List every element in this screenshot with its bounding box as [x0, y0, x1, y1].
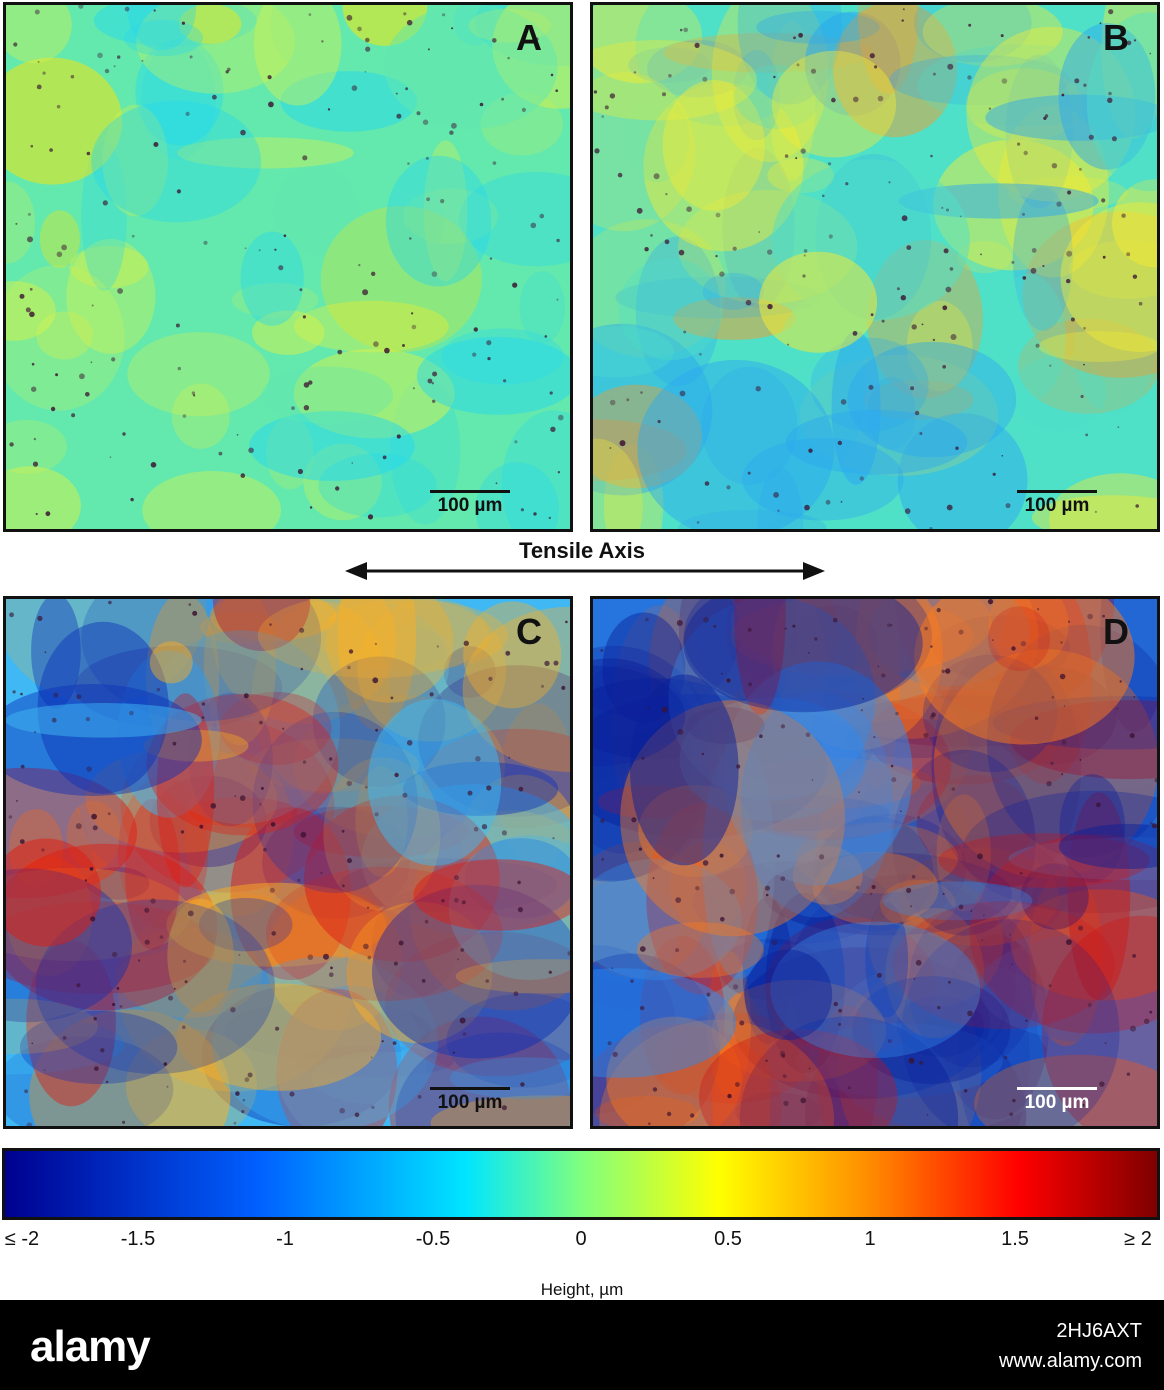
height-map-panel-d: D 100 µm — [590, 596, 1160, 1129]
height-map-panel-a: A 100 µm — [3, 2, 573, 532]
tensile-axis-title: Tensile Axis — [519, 538, 645, 563]
scale-bar: 100 µm — [430, 1087, 510, 1114]
height-map-image — [593, 5, 1157, 529]
panel-letter: D — [1103, 611, 1129, 652]
colorbar-tick: 0 — [575, 1228, 587, 1250]
colorbar-tick: ≤ -2 — [4, 1228, 40, 1250]
colorbar-tick: -1.5 — [120, 1228, 156, 1250]
colorbar-tick: -1 — [276, 1228, 294, 1250]
panel-letter: A — [516, 17, 542, 58]
colorbar-tick: 1 — [864, 1228, 876, 1250]
colorbar-tick: 1.5 — [1001, 1228, 1029, 1250]
panel-letter: B — [1103, 17, 1129, 58]
height-map-image — [593, 599, 1157, 1126]
scale-bar-label: 100 µm — [1024, 495, 1090, 516]
scale-bar-label: 100 µm — [437, 1092, 503, 1113]
scale-bar-label: 100 µm — [1024, 1092, 1090, 1113]
image-id: 2HJ6AXT — [1056, 1320, 1142, 1342]
footer-url: www.alamy.com — [999, 1350, 1142, 1372]
scale-bar: 100 µm — [1017, 1087, 1097, 1114]
watermark-footer: alamy 2HJ6AXT www.alamy.com — [0, 1300, 1164, 1390]
scale-bar: 100 µm — [430, 490, 510, 517]
height-map-panel-c: C 100 µm — [3, 596, 573, 1129]
colorbar-tick: 0.5 — [714, 1228, 742, 1250]
height-map-image — [6, 599, 570, 1126]
colorbar-tick: ≥ 2 — [1124, 1228, 1152, 1250]
panel-letter: C — [516, 611, 542, 652]
height-colorbar — [2, 1148, 1160, 1220]
scale-bar-label: 100 µm — [437, 495, 503, 516]
colorbar-tick: -0.5 — [415, 1228, 451, 1250]
colorbar-label: Height, µm — [540, 1280, 624, 1299]
double-arrow-icon — [345, 562, 825, 580]
height-map-panel-b: B 100 µm — [590, 2, 1160, 532]
scale-bar: 100 µm — [1017, 490, 1097, 517]
alamy-logo: alamy — [30, 1322, 151, 1371]
height-map-image — [6, 5, 570, 529]
